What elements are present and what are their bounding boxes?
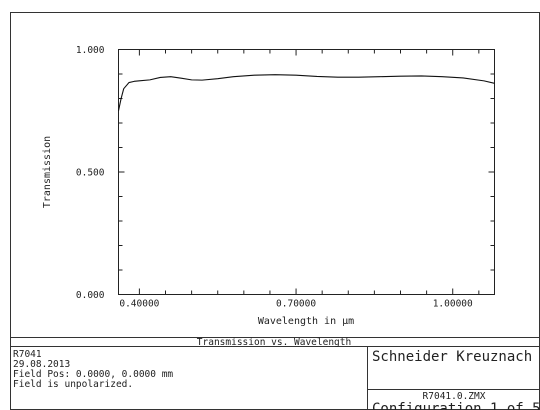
x-tick-label: 0.70000	[276, 299, 316, 310]
y-tick-labels: 0.000 0.500 1.000	[76, 45, 105, 301]
plot-area	[118, 49, 495, 295]
footer-line-3: Field Pos: 0.0000, 0.0000 mm	[13, 369, 173, 380]
x-tick-label: 1.00000	[433, 299, 473, 310]
y-tick-label: 0.000	[76, 290, 105, 301]
footer-line-4: Field is unpolarized.	[13, 379, 133, 390]
y-tick-label: 0.500	[76, 168, 105, 179]
file-name: R7041.0.ZMX	[423, 391, 486, 402]
footer-line-2: 29.08.2013	[13, 359, 70, 370]
x-axis-title: Wavelength in µm	[258, 316, 354, 327]
series-layer	[117, 74, 495, 111]
y-tick-label: 1.000	[76, 45, 105, 56]
company-name: Schneider Kreuznach	[372, 349, 532, 365]
axis-ticks	[118, 49, 495, 295]
chart-title: Transmission vs. Wavelength	[197, 337, 351, 348]
configuration-label: Configuration 1 of 5	[372, 401, 540, 410]
x-tick-labels: 0.40000 0.70000 1.00000	[119, 299, 473, 310]
footer-line-1: R7041	[13, 349, 42, 360]
x-tick-label: 0.40000	[119, 299, 159, 310]
series-line	[117, 74, 495, 111]
y-axis-title: Transmission	[42, 136, 53, 208]
